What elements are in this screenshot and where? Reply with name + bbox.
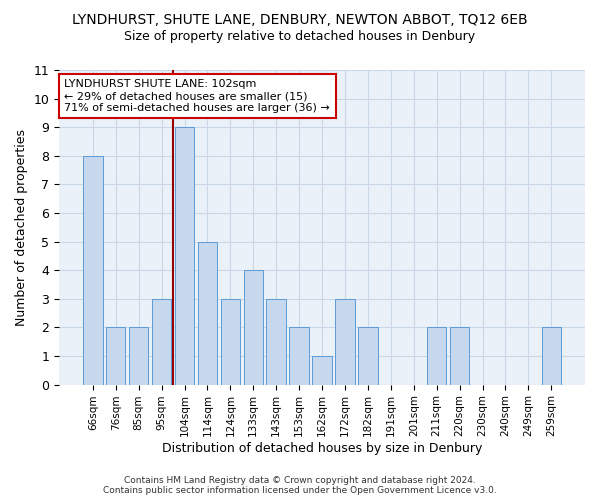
Bar	[335, 299, 355, 384]
Y-axis label: Number of detached properties: Number of detached properties	[15, 129, 28, 326]
Bar	[450, 328, 469, 384]
Bar	[542, 328, 561, 384]
Bar	[175, 127, 194, 384]
Bar	[266, 299, 286, 384]
X-axis label: Distribution of detached houses by size in Denbury: Distribution of detached houses by size …	[162, 442, 482, 455]
Bar	[129, 328, 148, 384]
Text: LYNDHURST, SHUTE LANE, DENBURY, NEWTON ABBOT, TQ12 6EB: LYNDHURST, SHUTE LANE, DENBURY, NEWTON A…	[72, 12, 528, 26]
Bar	[83, 156, 103, 384]
Bar	[289, 328, 309, 384]
Bar	[313, 356, 332, 384]
Bar	[244, 270, 263, 384]
Text: Size of property relative to detached houses in Denbury: Size of property relative to detached ho…	[124, 30, 476, 43]
Bar	[221, 299, 240, 384]
Bar	[152, 299, 172, 384]
Bar	[358, 328, 377, 384]
Text: Contains HM Land Registry data © Crown copyright and database right 2024.
Contai: Contains HM Land Registry data © Crown c…	[103, 476, 497, 495]
Bar	[106, 328, 125, 384]
Bar	[197, 242, 217, 384]
Text: LYNDHURST SHUTE LANE: 102sqm
← 29% of detached houses are smaller (15)
71% of se: LYNDHURST SHUTE LANE: 102sqm ← 29% of de…	[64, 80, 330, 112]
Bar	[427, 328, 446, 384]
